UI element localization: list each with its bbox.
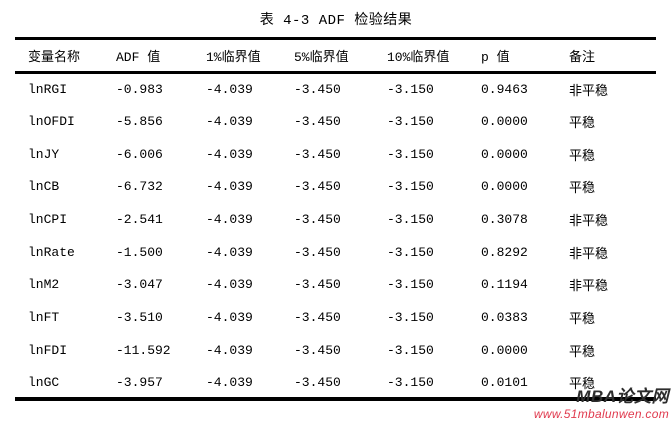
cell-crit-1pct: -4.039 — [206, 212, 253, 228]
cell-remark: 非平稳 — [569, 279, 609, 295]
watermark-url-text: www.51mbalunwen.com — [527, 406, 669, 422]
cell-adf-value: -6.732 — [116, 179, 163, 195]
header-row: 变量名称 ADF 值 1%临界值 5%临界值 10%临界值 p 值 备注 — [15, 39, 656, 73]
cell-adf-value: -3.510 — [116, 310, 163, 326]
cell-crit-5pct: -3.450 — [294, 374, 341, 390]
cell-variable: lnFDI — [28, 342, 68, 358]
cell-p-value: 0.1194 — [481, 277, 528, 293]
cell-crit-1pct: -4.039 — [206, 244, 253, 260]
cell-crit-10pct: -3.150 — [387, 146, 434, 162]
table-body: lnRGI -0.983 -4.039 -3.450 -3.150 0.9463… — [15, 73, 656, 400]
cell-adf-value: -3.047 — [116, 277, 163, 293]
cell-variable: lnGC — [28, 374, 60, 390]
table-row: lnCB -6.732 -4.039 -3.450 -3.150 0.0000 … — [15, 171, 656, 204]
cell-adf-value: -0.983 — [116, 82, 163, 98]
cell-crit-10pct: -3.150 — [387, 277, 434, 293]
cell-remark: 平稳 — [569, 344, 596, 360]
cell-adf-value: -5.856 — [116, 114, 163, 130]
cell-crit-1pct: -4.039 — [206, 342, 253, 358]
table-row: lnM2 -3.047 -4.039 -3.450 -3.150 0.1194 … — [15, 269, 656, 302]
cell-variable: lnRGI — [28, 82, 68, 98]
table-row: lnOFDI -5.856 -4.039 -3.450 -3.150 0.000… — [15, 105, 656, 138]
cell-crit-10pct: -3.150 — [387, 179, 434, 195]
table-header: 变量名称 ADF 值 1%临界值 5%临界值 10%临界值 p 值 备注 — [15, 39, 656, 73]
cell-crit-1pct: -4.039 — [206, 82, 253, 98]
cell-remark: 平稳 — [569, 116, 596, 132]
cell-crit-10pct: -3.150 — [387, 244, 434, 260]
column-header-crit-1pct: 1%临界值 — [206, 50, 261, 65]
column-header-p-value: p 值 — [481, 50, 510, 65]
adf-test-table: 变量名称 ADF 值 1%临界值 5%临界值 10%临界值 p 值 备注 lnR… — [15, 37, 656, 402]
cell-crit-10pct: -3.150 — [387, 82, 434, 98]
column-header-remark: 备注 — [569, 50, 596, 65]
cell-crit-10pct: -3.150 — [387, 212, 434, 228]
table-row: lnJY -6.006 -4.039 -3.450 -3.150 0.0000 … — [15, 138, 656, 171]
cell-variable: lnRate — [28, 244, 75, 260]
cell-crit-5pct: -3.450 — [294, 277, 341, 293]
cell-adf-value: -2.541 — [116, 212, 163, 228]
cell-adf-value: -1.500 — [116, 244, 163, 260]
cell-remark: 非平稳 — [569, 84, 609, 100]
cell-remark: 平稳 — [569, 376, 596, 392]
cell-crit-10pct: -3.150 — [387, 342, 434, 358]
cell-crit-5pct: -3.450 — [294, 310, 341, 326]
cell-crit-1pct: -4.039 — [206, 114, 253, 130]
watermark-brand-text: MBA论文网 — [576, 387, 669, 406]
cell-p-value: 0.0000 — [481, 179, 528, 195]
cell-variable: lnJY — [28, 146, 60, 162]
column-header-crit-10pct: 10%临界值 — [387, 50, 450, 65]
cell-p-value: 0.0000 — [481, 342, 528, 358]
cell-p-value: 0.0101 — [481, 374, 528, 390]
site-watermark: MBA论文网 www.51mbalunwen.com — [527, 387, 669, 422]
cell-crit-1pct: -4.039 — [206, 310, 253, 326]
cell-variable: lnCB — [28, 179, 60, 195]
cell-crit-10pct: -3.150 — [387, 114, 434, 130]
cell-crit-5pct: -3.450 — [294, 146, 341, 162]
cell-crit-5pct: -3.450 — [294, 179, 341, 195]
cell-crit-5pct: -3.450 — [294, 342, 341, 358]
table-row: lnFDI -11.592 -4.039 -3.450 -3.150 0.000… — [15, 334, 656, 367]
cell-crit-1pct: -4.039 — [206, 146, 253, 162]
cell-remark: 平稳 — [569, 312, 596, 328]
cell-p-value: 0.0000 — [481, 146, 528, 162]
cell-variable: lnCPI — [28, 212, 68, 228]
table-row: lnRGI -0.983 -4.039 -3.450 -3.150 0.9463… — [15, 73, 656, 106]
cell-adf-value: -3.957 — [116, 374, 163, 390]
cell-variable: lnOFDI — [28, 114, 75, 130]
cell-p-value: 0.8292 — [481, 244, 528, 260]
cell-crit-1pct: -4.039 — [206, 374, 253, 390]
cell-remark: 平稳 — [569, 181, 596, 197]
cell-variable: lnM2 — [28, 277, 60, 293]
cell-crit-5pct: -3.450 — [294, 114, 341, 130]
cell-crit-1pct: -4.039 — [206, 179, 253, 195]
table-row: lnRate -1.500 -4.039 -3.450 -3.150 0.829… — [15, 236, 656, 269]
cell-p-value: 0.9463 — [481, 82, 528, 98]
column-header-variable: 变量名称 — [28, 50, 81, 65]
table-row: lnGC -3.957 -4.039 -3.450 -3.150 0.0101 … — [15, 367, 656, 400]
table-row: lnCPI -2.541 -4.039 -3.450 -3.150 0.3078… — [15, 203, 656, 236]
cell-p-value: 0.0383 — [481, 310, 528, 326]
column-header-crit-5pct: 5%临界值 — [294, 50, 349, 65]
table-title: 表 4-3 ADF 检验结果 — [259, 13, 413, 29]
cell-crit-1pct: -4.039 — [206, 277, 253, 293]
cell-crit-5pct: -3.450 — [294, 82, 341, 98]
cell-remark: 平稳 — [569, 148, 596, 164]
cell-variable: lnFT — [28, 310, 60, 326]
cell-crit-10pct: -3.150 — [387, 374, 434, 390]
cell-crit-5pct: -3.450 — [294, 244, 341, 260]
cell-crit-5pct: -3.450 — [294, 212, 341, 228]
cell-p-value: 0.3078 — [481, 212, 528, 228]
cell-remark: 非平稳 — [569, 246, 609, 262]
cell-adf-value: -11.592 — [116, 342, 171, 358]
cell-adf-value: -6.006 — [116, 146, 163, 162]
table-row: lnFT -3.510 -4.039 -3.450 -3.150 0.0383 … — [15, 301, 656, 334]
column-header-adf-value: ADF 值 — [116, 50, 161, 65]
cell-remark: 非平稳 — [569, 214, 609, 230]
cell-p-value: 0.0000 — [481, 114, 528, 130]
cell-crit-10pct: -3.150 — [387, 310, 434, 326]
